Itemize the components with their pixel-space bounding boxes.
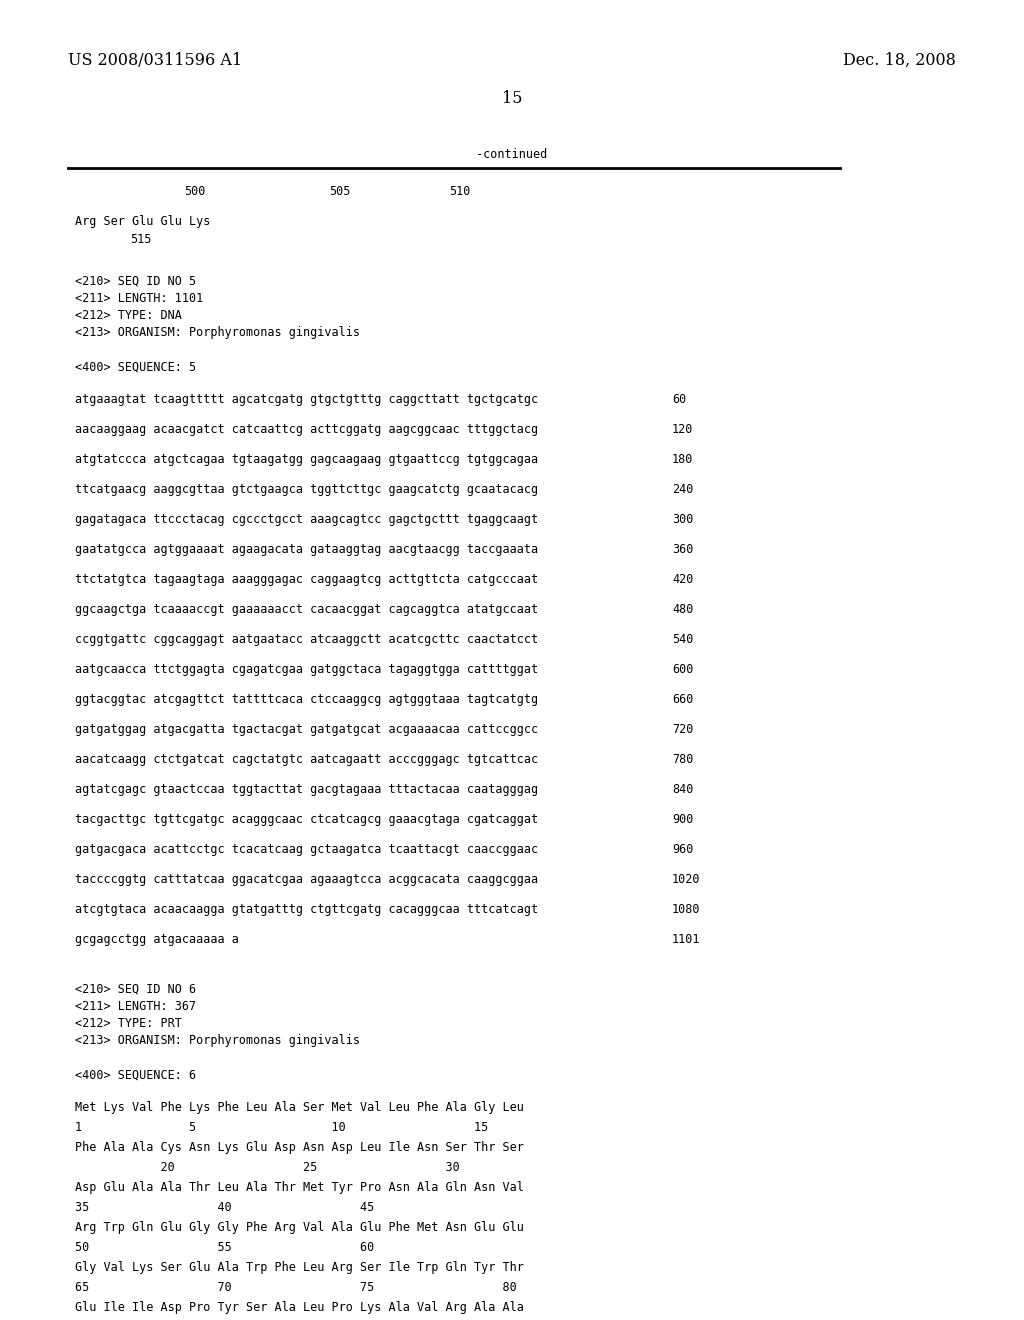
Text: 180: 180 [672, 453, 693, 466]
Text: gagatagaca ttccctacag cgccctgcct aaagcagtcc gagctgcttt tgaggcaagt: gagatagaca ttccctacag cgccctgcct aaagcag… [75, 513, 539, 525]
Text: gatgacgaca acattcctgc tcacatcaag gctaagatca tcaattacgt caaccggaac: gatgacgaca acattcctgc tcacatcaag gctaaga… [75, 843, 539, 855]
Text: Phe Ala Ala Cys Asn Lys Glu Asp Asn Asp Leu Ile Asn Ser Thr Ser: Phe Ala Ala Cys Asn Lys Glu Asp Asn Asp … [75, 1140, 524, 1154]
Text: 660: 660 [672, 693, 693, 706]
Text: 120: 120 [672, 422, 693, 436]
Text: <211> LENGTH: 367: <211> LENGTH: 367 [75, 1001, 197, 1012]
Text: 1101: 1101 [672, 933, 700, 946]
Text: 540: 540 [672, 634, 693, 645]
Text: atgtatccca atgctcagaa tgtaagatgg gagcaagaag gtgaattccg tgtggcagaa: atgtatccca atgctcagaa tgtaagatgg gagcaag… [75, 453, 539, 466]
Text: 15: 15 [502, 90, 522, 107]
Text: 65                  70                  75                  80: 65 70 75 80 [75, 1280, 517, 1294]
Text: ggtacggtac atcgagttct tattttcaca ctccaaggcg agtgggtaaa tagtcatgtg: ggtacggtac atcgagttct tattttcaca ctccaag… [75, 693, 539, 706]
Text: 1               5                   10                  15: 1 5 10 15 [75, 1121, 488, 1134]
Text: 515: 515 [130, 234, 152, 246]
Text: Met Lys Val Phe Lys Phe Leu Ala Ser Met Val Leu Phe Ala Gly Leu: Met Lys Val Phe Lys Phe Leu Ala Ser Met … [75, 1101, 524, 1114]
Text: 60: 60 [672, 393, 686, 407]
Text: Gly Val Lys Ser Glu Ala Trp Phe Leu Arg Ser Ile Trp Gln Tyr Thr: Gly Val Lys Ser Glu Ala Trp Phe Leu Arg … [75, 1261, 524, 1274]
Text: 360: 360 [672, 543, 693, 556]
Text: 480: 480 [672, 603, 693, 616]
Text: 420: 420 [672, 573, 693, 586]
Text: US 2008/0311596 A1: US 2008/0311596 A1 [68, 51, 242, 69]
Text: aatgcaacca ttctggagta cgagatcgaa gatggctaca tagaggtgga cattttggat: aatgcaacca ttctggagta cgagatcgaa gatggct… [75, 663, 539, 676]
Text: 960: 960 [672, 843, 693, 855]
Text: 300: 300 [672, 513, 693, 525]
Text: 240: 240 [672, 483, 693, 496]
Text: <213> ORGANISM: Porphyromonas gingivalis: <213> ORGANISM: Porphyromonas gingivalis [75, 326, 360, 339]
Text: ttcatgaacg aaggcgttaa gtctgaagca tggttcttgc gaagcatctg gcaatacacg: ttcatgaacg aaggcgttaa gtctgaagca tggttct… [75, 483, 539, 496]
Text: gcgagcctgg atgacaaaaa a: gcgagcctgg atgacaaaaa a [75, 933, 239, 946]
Text: <211> LENGTH: 1101: <211> LENGTH: 1101 [75, 292, 203, 305]
Text: 500: 500 [184, 185, 206, 198]
Text: ccggtgattc cggcaggagt aatgaatacc atcaaggctt acatcgcttc caactatcct: ccggtgattc cggcaggagt aatgaatacc atcaagg… [75, 634, 539, 645]
Text: tacgacttgc tgttcgatgc acagggcaac ctcatcagcg gaaacgtaga cgatcaggat: tacgacttgc tgttcgatgc acagggcaac ctcatca… [75, 813, 539, 826]
Text: atcgtgtaca acaacaagga gtatgatttg ctgttcgatg cacagggcaa tttcatcagt: atcgtgtaca acaacaagga gtatgatttg ctgttcg… [75, 903, 539, 916]
Text: 505: 505 [330, 185, 350, 198]
Text: 20                  25                  30: 20 25 30 [75, 1162, 460, 1173]
Text: <213> ORGANISM: Porphyromonas gingivalis: <213> ORGANISM: Porphyromonas gingivalis [75, 1034, 360, 1047]
Text: gaatatgcca agtggaaaat agaagacata gataaggtag aacgtaacgg taccgaaata: gaatatgcca agtggaaaat agaagacata gataagg… [75, 543, 539, 556]
Text: <400> SEQUENCE: 6: <400> SEQUENCE: 6 [75, 1069, 197, 1082]
Text: Glu Ile Ile Asp Pro Tyr Ser Ala Leu Pro Lys Ala Val Arg Ala Ala: Glu Ile Ile Asp Pro Tyr Ser Ala Leu Pro … [75, 1302, 524, 1313]
Text: Arg Ser Glu Glu Lys: Arg Ser Glu Glu Lys [75, 215, 210, 228]
Text: Arg Trp Gln Glu Gly Gly Phe Arg Val Ala Glu Phe Met Asn Glu Glu: Arg Trp Gln Glu Gly Gly Phe Arg Val Ala … [75, 1221, 524, 1234]
Text: <400> SEQUENCE: 5: <400> SEQUENCE: 5 [75, 360, 197, 374]
Text: 720: 720 [672, 723, 693, 737]
Text: atgaaagtat tcaagttttt agcatcgatg gtgctgtttg caggcttatt tgctgcatgc: atgaaagtat tcaagttttt agcatcgatg gtgctgt… [75, 393, 539, 407]
Text: 600: 600 [672, 663, 693, 676]
Text: <212> TYPE: PRT: <212> TYPE: PRT [75, 1016, 182, 1030]
Text: 1080: 1080 [672, 903, 700, 916]
Text: agtatcgagc gtaactccaa tggtacttat gacgtagaaa tttactacaa caatagggag: agtatcgagc gtaactccaa tggtacttat gacgtag… [75, 783, 539, 796]
Text: Dec. 18, 2008: Dec. 18, 2008 [843, 51, 956, 69]
Text: 900: 900 [672, 813, 693, 826]
Text: 1020: 1020 [672, 873, 700, 886]
Text: ttctatgtca tagaagtaga aaagggagac caggaagtcg acttgttcta catgcccaat: ttctatgtca tagaagtaga aaagggagac caggaag… [75, 573, 539, 586]
Text: aacaaggaag acaacgatct catcaattcg acttcggatg aagcggcaac tttggctacg: aacaaggaag acaacgatct catcaattcg acttcgg… [75, 422, 539, 436]
Text: gatgatggag atgacgatta tgactacgat gatgatgcat acgaaaacaa cattccggcc: gatgatggag atgacgatta tgactacgat gatgatg… [75, 723, 539, 737]
Text: Asp Glu Ala Ala Thr Leu Ala Thr Met Tyr Pro Asn Ala Gln Asn Val: Asp Glu Ala Ala Thr Leu Ala Thr Met Tyr … [75, 1181, 524, 1195]
Text: 510: 510 [450, 185, 471, 198]
Text: 50                  55                  60: 50 55 60 [75, 1241, 374, 1254]
Text: <212> TYPE: DNA: <212> TYPE: DNA [75, 309, 182, 322]
Text: taccccggtg catttatcaa ggacatcgaa agaaagtcca acggcacata caaggcggaa: taccccggtg catttatcaa ggacatcgaa agaaagt… [75, 873, 539, 886]
Text: -continued: -continued [476, 148, 548, 161]
Text: ggcaagctga tcaaaaccgt gaaaaaacct cacaacggat cagcaggtca atatgccaat: ggcaagctga tcaaaaccgt gaaaaaacct cacaacg… [75, 603, 539, 616]
Text: <210> SEQ ID NO 5: <210> SEQ ID NO 5 [75, 275, 197, 288]
Text: 780: 780 [672, 752, 693, 766]
Text: 35                  40                  45: 35 40 45 [75, 1201, 374, 1214]
Text: 840: 840 [672, 783, 693, 796]
Text: aacatcaagg ctctgatcat cagctatgtc aatcagaatt acccgggagc tgtcattcac: aacatcaagg ctctgatcat cagctatgtc aatcaga… [75, 752, 539, 766]
Text: <210> SEQ ID NO 6: <210> SEQ ID NO 6 [75, 983, 197, 997]
